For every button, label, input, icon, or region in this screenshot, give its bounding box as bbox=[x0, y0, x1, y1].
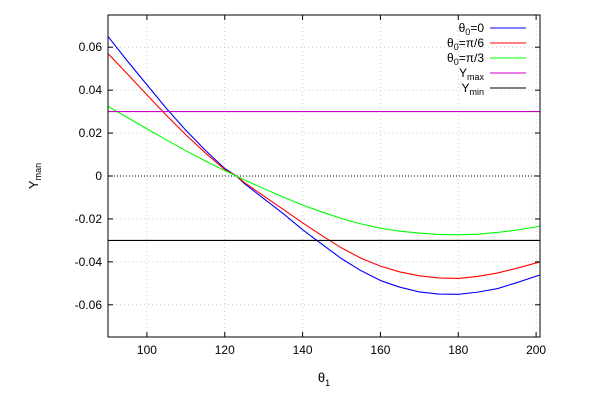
y-tick-label: -0.06 bbox=[75, 298, 103, 312]
y-axis-label: Yman bbox=[26, 163, 43, 189]
y-tick-label: 0 bbox=[95, 169, 102, 183]
legend-label-3: θ0=π/3 bbox=[447, 51, 484, 67]
x-tick-label: 200 bbox=[526, 343, 546, 357]
series-line-1 bbox=[107, 36, 541, 295]
x-tick-label: 180 bbox=[448, 343, 468, 357]
x-tick-label: 140 bbox=[293, 343, 313, 357]
legend-label-1: θ0=0 bbox=[459, 21, 485, 37]
series-line-3 bbox=[107, 105, 541, 236]
y-tick-label: 0.06 bbox=[79, 40, 103, 54]
y-tick-label: -0.02 bbox=[75, 212, 103, 226]
legend-label-5: Ymin bbox=[461, 81, 484, 97]
x-tick-label: 120 bbox=[215, 343, 235, 357]
series-line-2 bbox=[107, 53, 541, 279]
y-ticks: -0.06 -0.04 -0.02 0 0.02 0.04 0.06 bbox=[75, 40, 540, 312]
x-tick-label: 160 bbox=[370, 343, 390, 357]
x-axis-label: θ1 bbox=[318, 370, 330, 388]
y-tick-label: 0.02 bbox=[79, 126, 103, 140]
series-lines bbox=[107, 36, 541, 295]
grid bbox=[108, 15, 540, 337]
legend-label-2: θ0=π/6 bbox=[447, 36, 484, 52]
x-ticks: 100 120 140 160 180 200 bbox=[137, 15, 546, 357]
legend-label-4: Ymax bbox=[459, 66, 485, 82]
y-tick-label: -0.04 bbox=[75, 255, 103, 269]
y-tick-label: 0.04 bbox=[79, 83, 103, 97]
x-tick-label: 100 bbox=[137, 343, 157, 357]
